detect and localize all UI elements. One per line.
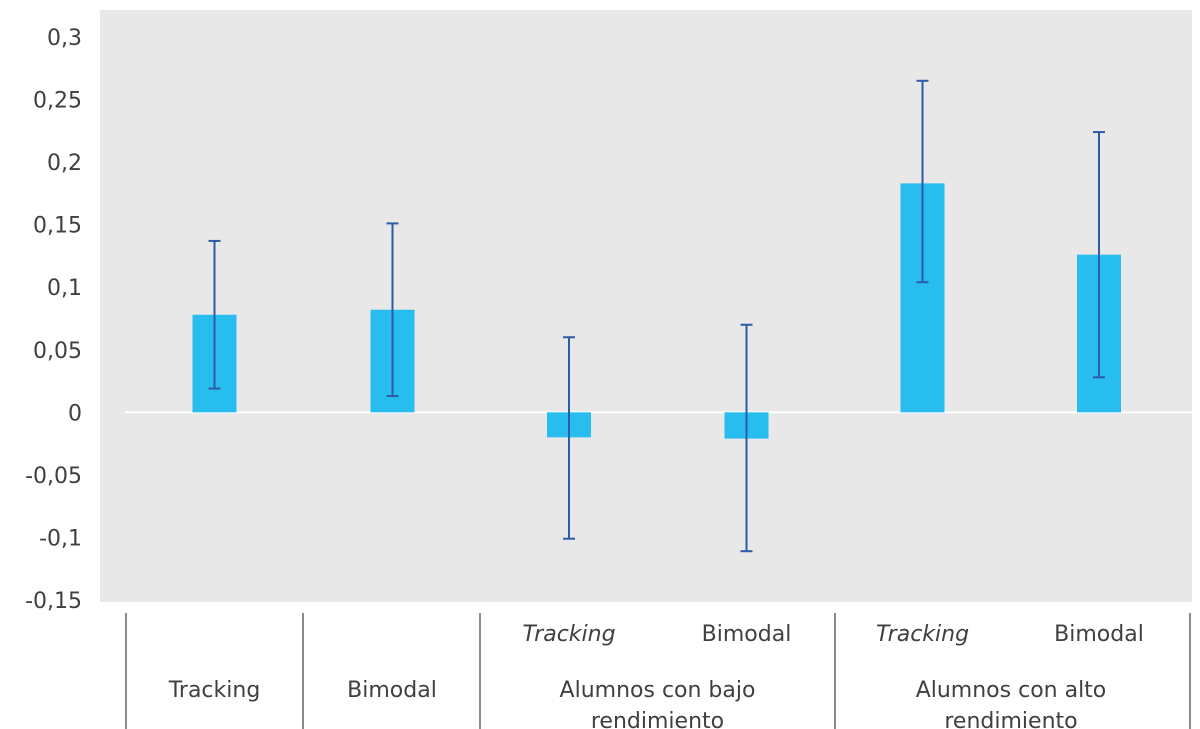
- y-tick-label: 0,3: [47, 26, 82, 51]
- error-bar: [740, 323, 753, 553]
- y-tick-label: -0,15: [25, 589, 82, 614]
- y-tick-label: 0,2: [47, 151, 82, 176]
- y-tick-label: 0,1: [47, 276, 82, 301]
- bar-sublabel: Tracking: [522, 622, 615, 647]
- group-label: rendimiento: [591, 709, 724, 729]
- group-label: rendimiento: [944, 709, 1077, 729]
- error-bar: [208, 239, 221, 390]
- error-bar: [916, 79, 929, 284]
- error-bar: [1093, 131, 1105, 379]
- category-axis: Tracking Bimodal Tracking Bimodal Tracking Bi…: [125, 613, 1191, 729]
- error-bar: [563, 336, 575, 540]
- bar-sublabel: Bimodal: [702, 622, 792, 647]
- y-tick-label: 0,15: [33, 214, 82, 239]
- y-tick-label: 0,05: [33, 339, 82, 364]
- y-tick-label: 0: [68, 401, 82, 426]
- y-tick-label: -0,1: [39, 526, 82, 551]
- group-label: Tracking: [168, 678, 261, 703]
- bar-sublabel: Tracking: [876, 622, 969, 647]
- bar-sublabel: Bimodal: [1054, 622, 1144, 647]
- error-bars: [208, 79, 1105, 553]
- plot-area: [100, 10, 1192, 602]
- y-axis-ticks: 0,3 0,25 0,2 0,15 0,1 0,05 0 -0,05 -0,1 -0,15: [25, 26, 82, 614]
- y-tick-label: 0,25: [33, 89, 82, 114]
- y-tick-label: -0,05: [25, 464, 82, 489]
- group-label: Alumnos con bajo: [560, 678, 756, 703]
- error-bar: [386, 222, 399, 398]
- group-label: Alumnos con alto: [916, 678, 1107, 703]
- group-label: Bimodal: [347, 678, 437, 703]
